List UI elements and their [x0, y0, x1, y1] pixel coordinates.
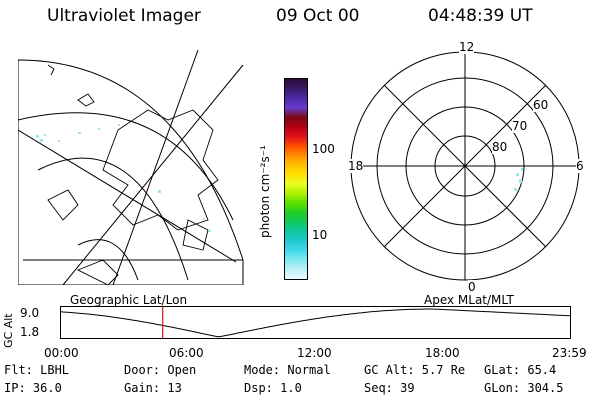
time-tick-1800: 18:00 — [425, 346, 460, 360]
status-glat: GLat: 65.4 — [484, 363, 557, 377]
time-tick-1200: 12:00 — [297, 346, 332, 360]
altitude-plot — [60, 306, 571, 339]
longitude-line — [112, 49, 199, 285]
polar-label-0: 0 — [468, 280, 476, 294]
latitude-line — [37, 157, 189, 281]
color-scale-bar — [284, 78, 308, 280]
polar-ring-label-80: 80 — [492, 140, 508, 154]
polar-axis-diagonal — [383, 84, 547, 248]
time-tick-2359: 23:59 — [552, 346, 587, 360]
status-mode: Mode: Normal — [244, 363, 331, 377]
altitude-y-top: 9.0 — [20, 306, 40, 320]
emission-speckles — [36, 124, 211, 232]
status-seq: Seq: 39 — [364, 381, 415, 395]
time-label: 04:48:39 UT — [428, 6, 533, 26]
geo-latlon-label: Geographic Lat/Lon — [70, 293, 188, 307]
status-gc-alt: GC Alt: 5.7 Re — [364, 363, 466, 377]
status-filter: Flt: LBHL — [4, 363, 70, 377]
altitude-y-bottom: 1.8 — [20, 325, 40, 339]
status-dsp: Dsp: 1.0 — [244, 381, 302, 395]
latitude-line — [18, 112, 234, 221]
polar-mlt-plot — [350, 51, 580, 281]
status-ip: IP: 36.0 — [4, 381, 62, 395]
map-boundary — [18, 59, 244, 285]
time-tick-0600: 06:00 — [169, 346, 204, 360]
instrument-title: Ultraviolet Imager — [47, 6, 201, 26]
altitude-plot-frame — [60, 306, 571, 339]
longitude-line — [18, 129, 237, 263]
polar-emission — [514, 168, 523, 191]
geographic-map — [18, 49, 244, 285]
polar-label-12: 12 — [459, 40, 475, 54]
polar-label-6: 6 — [576, 159, 584, 173]
status-gain: Gain: 13 — [124, 381, 182, 395]
polar-ring-label-60: 60 — [533, 98, 549, 112]
latitude-line — [77, 239, 139, 281]
colorbar-tick-10: 10 — [312, 228, 328, 242]
polar-label-18: 18 — [348, 159, 364, 173]
status-door: Door: Open — [124, 363, 197, 377]
altitude-curve — [60, 308, 571, 338]
time-tick-0000: 00:00 — [44, 346, 79, 360]
date-label: 09 Oct 00 — [276, 6, 360, 26]
apex-mlat-label: Apex MLat/MLT — [424, 293, 514, 307]
colorbar-unit-label: photon cm⁻²s⁻¹ — [258, 145, 272, 238]
coastline — [47, 64, 219, 285]
altitude-axis-label: GC Alt — [2, 313, 15, 348]
status-glon: GLon: 304.5 — [484, 381, 564, 395]
colorbar-tick-100: 100 — [312, 142, 335, 156]
polar-ring-label-70: 70 — [512, 119, 528, 133]
